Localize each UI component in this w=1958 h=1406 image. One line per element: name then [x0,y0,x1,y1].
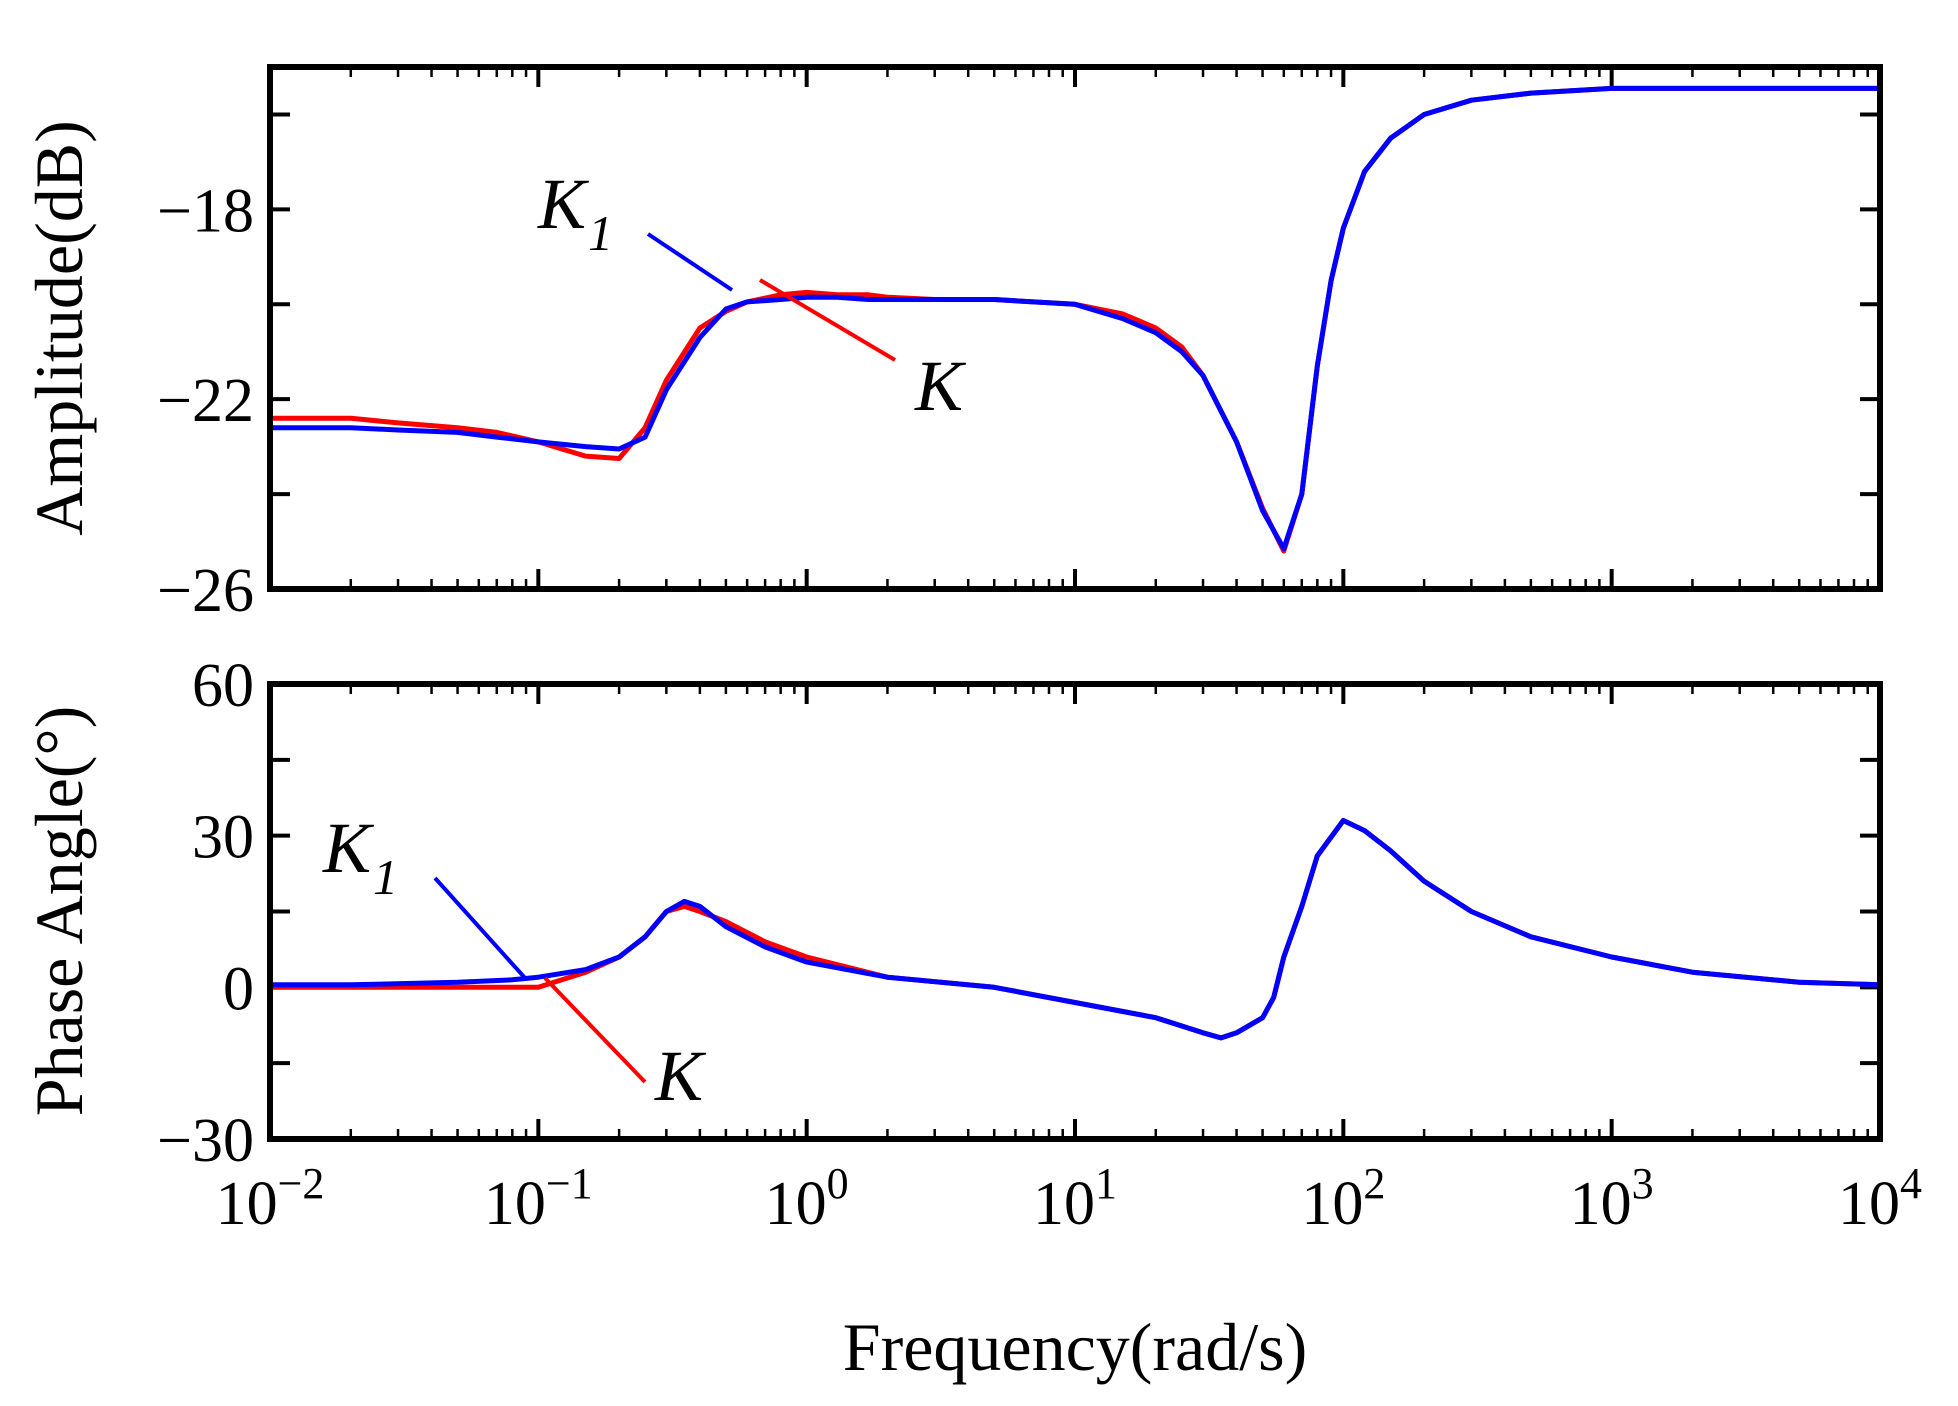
x-tick-base: 10 [1838,1170,1900,1238]
x-tick-label: 104 [1838,1159,1922,1238]
x-tick-label: 10−2 [216,1159,325,1238]
phase-series [267,818,1883,1041]
y-tick-label: 30 [192,804,254,872]
x-tick-exponent: 3 [1632,1159,1654,1208]
amplitude-series [267,85,1883,554]
phase-frame [267,681,1883,1142]
amplitude-major-ticks [268,67,1882,591]
phase-major-ticks [268,682,1882,1141]
x-tick-base: 10 [1570,1170,1632,1238]
annotation-subscript: 1 [373,849,398,905]
x-axis-title: Frequency(rad/s) [843,1309,1307,1385]
amplitude-annotations: K1 K [537,164,967,426]
x-tick-label: 100 [765,1159,849,1238]
y-tick-label: −22 [157,367,254,435]
amplitude-minor-ticks [349,67,1869,589]
annotation-label: K [914,346,967,426]
x-tick-exponent: −2 [278,1159,325,1208]
series-line-k [267,85,1883,554]
x-tick-label: 102 [1301,1159,1385,1238]
amplitude-frame [267,64,1883,592]
series-line-k [267,818,1883,1041]
x-tick-base: 10 [1301,1170,1363,1238]
x-tick-base: 10 [216,1170,278,1238]
annotation-leader-line [543,976,647,1084]
x-tick-base: 10 [765,1170,827,1238]
amplitude-y-tick-labels: −26 −22 −18 [157,177,254,625]
y-tick-label: −18 [157,177,254,245]
annotation-leader-line [433,876,527,980]
x-tick-labels: 10−2 10−1 100 101 102 103 104 [216,1159,1922,1238]
amplitude-panel: −26 −22 −18 K1 K Amplitude(dB) [21,64,1883,625]
x-tick-label: 103 [1570,1159,1654,1238]
x-tick-exponent: 2 [1363,1159,1385,1208]
x-tick-exponent: −1 [546,1159,593,1208]
x-tick-exponent: 0 [827,1159,849,1208]
phase-minor-ticks [349,684,1869,1139]
annotation-leader-line [646,232,734,292]
x-tick-base: 10 [484,1170,546,1238]
y-tick-label: 0 [223,955,254,1023]
x-tick-label: 101 [1033,1159,1117,1238]
y-tick-label: 60 [192,652,254,720]
phase-annotations: K1 K [322,808,707,1116]
annotation-subscript: 1 [588,205,613,261]
annotation-leader-line [758,278,897,362]
annotation-label: K1 [537,164,613,261]
x-tick-exponent: 1 [1095,1159,1117,1208]
x-tick-label: 10−1 [484,1159,593,1238]
annotation-label: K [654,1036,707,1116]
series-line-k1 [267,85,1883,552]
y-tick-label: −30 [157,1107,254,1175]
y-tick-label: −26 [157,557,254,625]
phase-y-axis-title: Phase Angle(°) [21,706,97,1117]
annotation-label: K1 [322,808,398,905]
x-tick-exponent: 4 [1900,1159,1922,1208]
x-tick-base: 10 [1033,1170,1095,1238]
amplitude-y-axis-title: Amplitude(dB) [21,120,97,536]
phase-y-tick-labels: −30 0 30 60 [157,652,254,1175]
series-line-k1 [267,818,1883,1041]
